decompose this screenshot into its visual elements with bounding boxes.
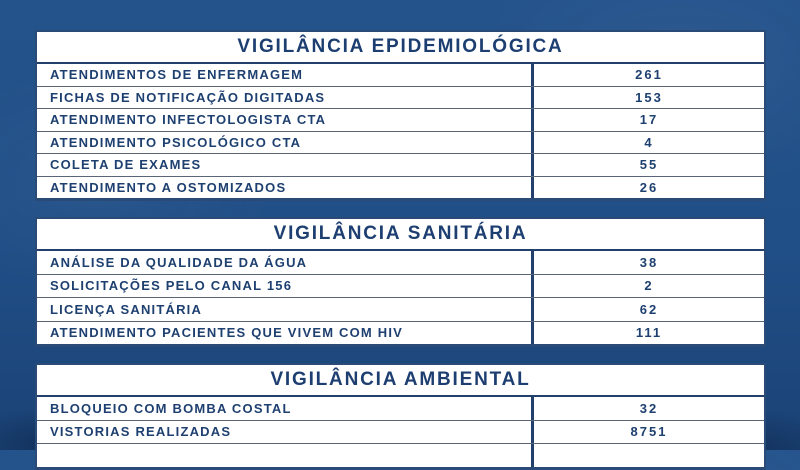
table-row-partial (37, 443, 764, 467)
table-row: BLOQUEIO COM BOMBA COSTAL 32 (37, 397, 764, 420)
row-value: 17 (531, 109, 764, 131)
row-value: 2 (531, 275, 764, 298)
table-row: ATENDIMENTO PSICOLÓGICO CTA 4 (37, 131, 764, 154)
row-label: ATENDIMENTO PSICOLÓGICO CTA (37, 132, 531, 154)
row-label: BLOQUEIO COM BOMBA COSTAL (37, 397, 531, 420)
row-label: ATENDIMENTO PACIENTES QUE VIVEM COM HIV (37, 322, 531, 345)
row-value: 261 (531, 64, 764, 86)
section-rows: ANÁLISE DA QUALIDADE DA ÁGUA 38 SOLICITA… (37, 251, 764, 344)
table-row: VISTORIAS REALIZADAS 8751 (37, 420, 764, 444)
table-row: ATENDIMENTO INFECTOLOGISTA CTA 17 (37, 108, 764, 131)
table-row: SOLICITAÇÕES PELO CANAL 156 2 (37, 274, 764, 298)
row-value: 8751 (531, 421, 764, 444)
section-header: VIGILÂNCIA AMBIENTAL (37, 365, 764, 397)
row-value: 62 (531, 298, 764, 321)
row-value: 38 (531, 251, 764, 274)
section-title: VIGILÂNCIA AMBIENTAL (270, 369, 530, 391)
section-rows: ATENDIMENTOS DE ENFERMAGEM 261 FICHAS DE… (37, 64, 764, 198)
row-label: ATENDIMENTO A OSTOMIZADOS (37, 177, 531, 199)
report-page: VIGILÂNCIA EPIDEMIOLÓGICA ATENDIMENTOS D… (0, 0, 800, 450)
section-vigilancia-ambiental: VIGILÂNCIA AMBIENTAL BLOQUEIO COM BOMBA … (35, 363, 766, 470)
section-header: VIGILÂNCIA SANITÁRIA (37, 219, 764, 251)
row-label: COLETA DE EXAMES (37, 154, 531, 176)
section-header: VIGILÂNCIA EPIDEMIOLÓGICA (37, 32, 764, 64)
row-label: SOLICITAÇÕES PELO CANAL 156 (37, 275, 531, 298)
section-rows: BLOQUEIO COM BOMBA COSTAL 32 VISTORIAS R… (37, 397, 764, 467)
section-vigilancia-sanitaria: VIGILÂNCIA SANITÁRIA ANÁLISE DA QUALIDAD… (35, 217, 766, 347)
table-row: FICHAS DE NOTIFICAÇÃO DIGITADAS 153 (37, 86, 764, 109)
row-label: LICENÇA SANITÁRIA (37, 298, 531, 321)
row-label: ATENDIMENTOS DE ENFERMAGEM (37, 64, 531, 86)
row-label: VISTORIAS REALIZADAS (37, 421, 531, 444)
table-row: ATENDIMENTOS DE ENFERMAGEM 261 (37, 64, 764, 86)
section-title: VIGILÂNCIA SANITÁRIA (274, 223, 528, 245)
row-value: 4 (531, 132, 764, 154)
row-value: 55 (531, 154, 764, 176)
section-title: VIGILÂNCIA EPIDEMIOLÓGICA (237, 36, 563, 58)
table-row: COLETA DE EXAMES 55 (37, 153, 764, 176)
row-label (37, 444, 531, 467)
table-row: ATENDIMENTO A OSTOMIZADOS 26 (37, 176, 764, 199)
row-label: FICHAS DE NOTIFICAÇÃO DIGITADAS (37, 87, 531, 109)
row-label: ANÁLISE DA QUALIDADE DA ÁGUA (37, 251, 531, 274)
table-row: LICENÇA SANITÁRIA 62 (37, 297, 764, 321)
table-row: ANÁLISE DA QUALIDADE DA ÁGUA 38 (37, 251, 764, 274)
row-label: ATENDIMENTO INFECTOLOGISTA CTA (37, 109, 531, 131)
row-value: 111 (531, 322, 764, 345)
row-value (531, 444, 764, 467)
section-vigilancia-epidemiologica: VIGILÂNCIA EPIDEMIOLÓGICA ATENDIMENTOS D… (35, 30, 766, 201)
row-value: 153 (531, 87, 764, 109)
row-value: 32 (531, 397, 764, 420)
table-row: ATENDIMENTO PACIENTES QUE VIVEM COM HIV … (37, 321, 764, 345)
row-value: 26 (531, 177, 764, 199)
